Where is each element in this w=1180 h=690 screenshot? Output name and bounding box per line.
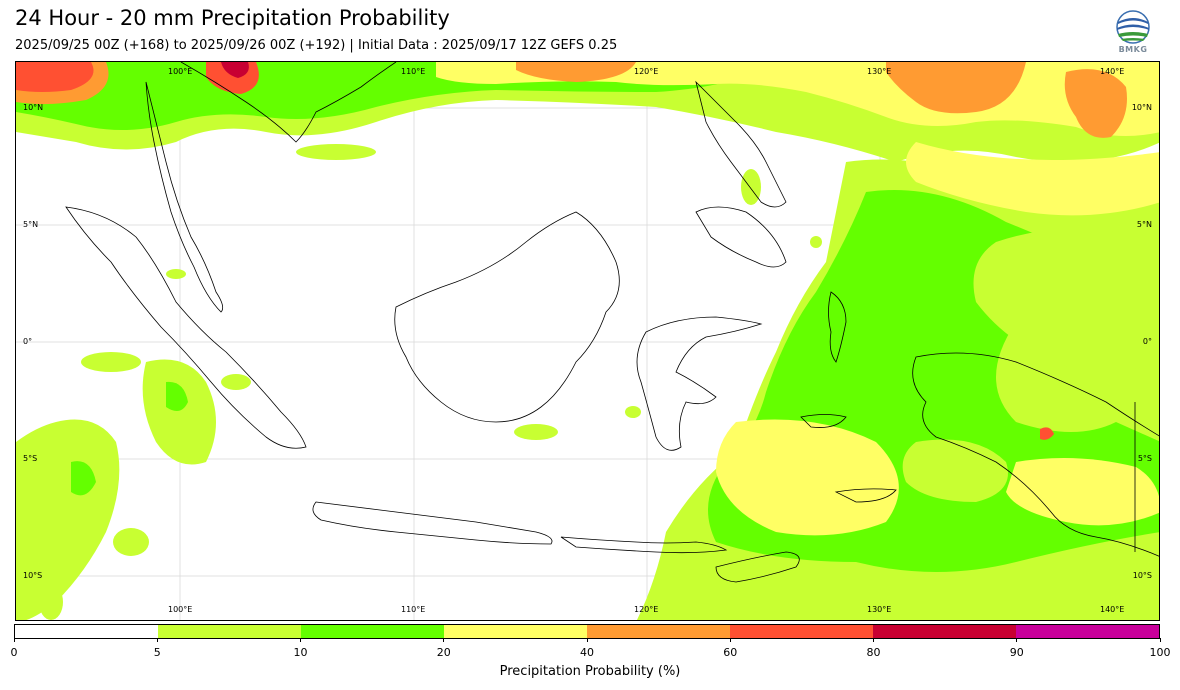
lon-label: 100°E [168, 605, 192, 614]
colorbar-label: Precipitation Probability (%) [499, 664, 681, 679]
colorbar-tick-label: 100 [1149, 646, 1171, 659]
colorbar-tick-label: 5 [153, 646, 161, 659]
chart-subtitle: 2025/09/25 00Z (+168) to 2025/09/26 00Z … [15, 38, 618, 53]
colorbar-tickmark [1159, 638, 1161, 642]
colorbar-tickmark [873, 638, 874, 642]
colorbar-segment [873, 625, 1016, 638]
coastlines [65, 62, 1159, 583]
logo-text: BMKG [1118, 45, 1148, 54]
colorbar-tick-label: 60 [723, 646, 738, 659]
colorbar-segment [1016, 625, 1159, 638]
precipitation-map: 100°E 110°E 120°E 130°E 140°E 100°E 110°… [15, 61, 1160, 621]
lon-labels-bottom: 100°E 110°E 120°E 130°E 140°E [168, 605, 1124, 614]
map-svg: 100°E 110°E 120°E 130°E 140°E 100°E 110°… [16, 62, 1159, 620]
colorbar-tick-label: 20 [436, 646, 451, 659]
lon-label: 110°E [401, 605, 425, 614]
colorbar-tickmark [300, 638, 301, 642]
colorbar-tickmark [729, 638, 731, 642]
bmkg-logo-icon [1116, 10, 1150, 44]
colorbar-segment [587, 625, 730, 638]
colorbar-tickmark [443, 638, 445, 642]
colorbar-tick-label: 80 [866, 646, 881, 659]
colorbar-segment [730, 625, 873, 638]
lat-labels-right: 10°N 5°N 0° 5°S 10°S [1132, 103, 1152, 580]
lat-label: 10°N [23, 103, 43, 112]
colorbar-tickmark [1016, 638, 1018, 642]
lon-label: 140°E [1100, 67, 1124, 76]
lon-label: 140°E [1100, 605, 1124, 614]
lat-label: 5°S [23, 454, 37, 463]
colorbar-tickmark [156, 638, 158, 642]
lat-label: 5°S [1138, 454, 1152, 463]
colorbar-segment [444, 625, 587, 638]
lon-labels-top: 100°E 110°E 120°E 130°E 140°E [168, 67, 1124, 76]
chart-title: 24 Hour - 20 mm Precipitation Probabilit… [15, 6, 450, 30]
lat-label: 0° [23, 337, 32, 346]
lon-label: 110°E [401, 67, 425, 76]
colorbar-tick-label: 0 [10, 646, 18, 659]
probability-shading [16, 62, 1159, 620]
colorbar-tick-label: 90 [1009, 646, 1024, 659]
lat-label: 10°S [1133, 571, 1152, 580]
lon-label: 130°E [867, 67, 891, 76]
colorbar-segment [15, 625, 158, 638]
colorbar-tick-label: 10 [293, 646, 308, 659]
lat-label: 5°N [1137, 220, 1152, 229]
lat-label: 5°N [23, 220, 38, 229]
lat-labels-left: 10°N 5°N 0° 5°S 10°S [23, 103, 43, 580]
colorbar-segment [158, 625, 301, 638]
colorbar-tickmark [13, 638, 15, 642]
colorbar [14, 624, 1160, 639]
lat-label: 10°S [23, 571, 42, 580]
lat-label: 10°N [1132, 103, 1152, 112]
lon-label: 130°E [867, 605, 891, 614]
lon-label: 120°E [634, 605, 658, 614]
lon-label: 100°E [168, 67, 192, 76]
colorbar-tickmark [586, 638, 588, 642]
lon-label: 120°E [634, 67, 658, 76]
colorbar-tick-label: 40 [580, 646, 594, 659]
colorbar-segment [301, 625, 444, 638]
lat-label: 0° [1143, 337, 1152, 346]
